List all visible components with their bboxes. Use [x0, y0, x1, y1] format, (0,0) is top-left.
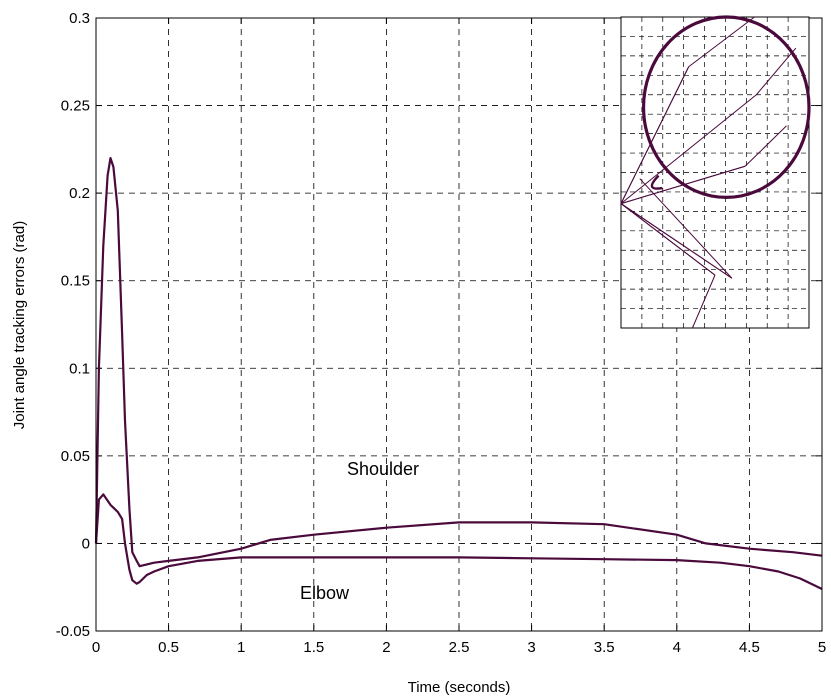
series-group [94, 157, 823, 590]
inset-trajectory-start [650, 174, 663, 190]
inset-arm-link [755, 47, 797, 96]
y-tick-label: 0.25 [61, 98, 90, 115]
y-tick-label: 0.15 [61, 273, 90, 290]
inset-arm-link [639, 178, 733, 279]
y-tick-label: 0.2 [69, 185, 90, 202]
x-tick-label: 0 [92, 639, 100, 656]
inset-arm-link [744, 125, 787, 167]
x-tick-label: 4.5 [739, 639, 760, 656]
x-tick-label: 3 [527, 639, 535, 656]
plot-frame [95, 17, 823, 632]
x-tick-label: 2.5 [449, 639, 470, 656]
x-axis-label: Time (seconds) [408, 679, 511, 696]
inset-arm-link [620, 203, 716, 276]
annotation-shoulder: Shoulder [347, 459, 419, 479]
inset-arm-link [688, 16, 755, 68]
y-tick-label: 0 [82, 535, 90, 552]
inset-target-circle [641, 15, 811, 199]
ticks: 0 0.5 1 1.5 2 2.5 3 3.5 4 4.5 5-0.0500.050.10.150.… [56, 10, 826, 656]
x-tick-label: 3.5 [594, 639, 615, 656]
x-tick-label: 1.5 [303, 639, 324, 656]
y-tick-label: 0.1 [69, 360, 90, 377]
y-tick-label: -0.05 [56, 623, 90, 640]
x-tick-label: 1 [237, 639, 245, 656]
y-tick-label: 0.05 [61, 448, 90, 465]
x-tick-label: 2 [382, 639, 390, 656]
series-line-2 [94, 493, 823, 590]
x-tick-label: 4 [673, 639, 681, 656]
series-line-1 [94, 157, 823, 568]
inset-arm-link [620, 66, 690, 204]
inset-arm-link [691, 274, 716, 329]
x-tick-label: 0.5 [158, 639, 179, 656]
annotation-elbow: Elbow [300, 583, 350, 603]
inset-arm-link [620, 94, 757, 204]
inset-diagram [620, 15, 811, 329]
y-axis-label: Joint angle tracking errors (rad) [11, 221, 28, 429]
inset-arm-link [620, 203, 733, 279]
x-tick-label: 5 [818, 639, 826, 656]
y-tick-label: 0.3 [69, 10, 90, 27]
